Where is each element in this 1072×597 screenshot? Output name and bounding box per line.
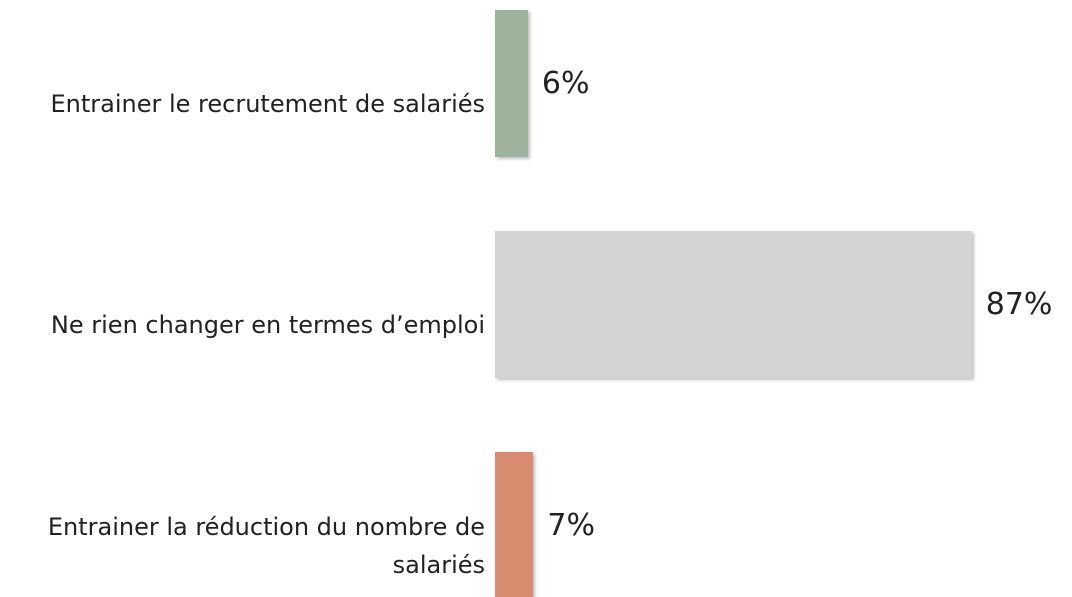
bar (495, 10, 528, 157)
category-label: Entrainer le recrutement de salariés (50, 89, 485, 118)
bar (495, 452, 534, 597)
category-label: Entrainer la réduction du nombre de sala… (47, 512, 485, 579)
value-label: 6% (541, 66, 590, 101)
bar (495, 231, 972, 378)
category-label: Ne rien changer en termes d’emploi (50, 310, 485, 339)
value-label: 7% (547, 508, 595, 543)
value-label: 87% (985, 287, 1053, 322)
